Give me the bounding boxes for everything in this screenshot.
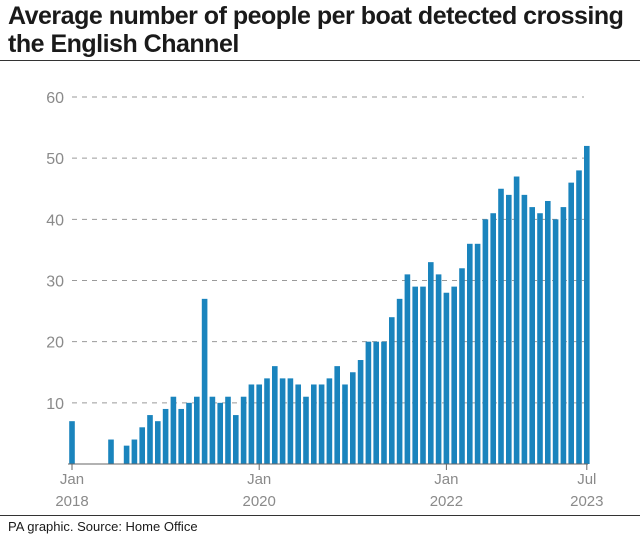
bar-may-2021 — [381, 341, 387, 464]
bar-mar-2023 — [552, 219, 559, 464]
bar-aug-2019 — [217, 402, 223, 464]
x-tick-label: Jan — [60, 471, 84, 488]
bar-jun-2018 — [108, 439, 114, 464]
bar-jun-2022 — [482, 219, 489, 464]
bar-mar-2020 — [272, 366, 278, 464]
bar-jan-2022 — [443, 292, 450, 464]
y-tick-label: 20 — [46, 335, 64, 352]
bar-nov-2021 — [428, 262, 434, 464]
bar-sep-2020 — [318, 384, 325, 464]
x-tick-label: 2022 — [430, 493, 463, 510]
footer-divider — [0, 515, 640, 516]
bar-aug-2020 — [311, 384, 317, 464]
bar-jul-2023 — [584, 145, 590, 464]
bar-apr-2022 — [467, 243, 473, 464]
bar-nov-2022 — [521, 194, 528, 464]
bar-jan-2023 — [537, 213, 543, 464]
bar-mar-2022 — [459, 268, 465, 464]
bar-sep-2018 — [131, 439, 138, 464]
chart-title: Average number of people per boat detect… — [8, 2, 624, 58]
bar-jul-2021 — [396, 298, 403, 464]
bar-oct-2021 — [420, 286, 426, 464]
x-tick-label: Jan — [434, 471, 458, 488]
bar-apr-2023 — [560, 207, 567, 464]
bar-chart: 10 20 30 40 50 60 Jan 2018 Jan 2020 Jan 2022 Jul 2023 — [46, 90, 603, 510]
bar-apr-2020 — [279, 378, 286, 464]
bar-feb-2020 — [264, 378, 270, 464]
bar-aug-2018 — [123, 445, 130, 464]
bar-dec-2018 — [155, 421, 161, 464]
bar-mar-2021 — [365, 341, 372, 464]
bar-nov-2020 — [334, 366, 340, 464]
bar-jun-2023 — [576, 170, 582, 464]
bar-may-2019 — [194, 396, 200, 464]
bar-dec-2021 — [435, 274, 442, 464]
bar-feb-2023 — [545, 200, 551, 465]
bar-jun-2019 — [201, 298, 208, 464]
bar-may-2022 — [474, 243, 481, 464]
bar-jul-2019 — [209, 396, 216, 464]
x-tick-label: Jul — [577, 471, 596, 488]
bar-may-2023 — [568, 182, 574, 464]
bar-sep-2021 — [412, 286, 418, 464]
bar-oct-2020 — [326, 378, 333, 464]
bar-jan-2018 — [69, 421, 75, 464]
y-tick-label: 60 — [46, 90, 64, 107]
bar-oct-2022 — [513, 176, 520, 464]
bar-jan-2021 — [350, 372, 356, 464]
bar-dec-2019 — [248, 384, 255, 464]
bar-jul-2022 — [490, 213, 496, 464]
bar-apr-2019 — [186, 402, 192, 464]
bar-jan-2020 — [256, 384, 262, 464]
bar-feb-2019 — [170, 396, 177, 464]
bar-sep-2022 — [506, 194, 512, 464]
bar-oct-2019 — [233, 415, 239, 464]
bar-may-2020 — [287, 378, 294, 464]
bar-dec-2020 — [342, 384, 348, 464]
source-note: PA graphic. Source: Home Office — [8, 519, 198, 534]
bar-mar-2019 — [178, 408, 184, 464]
bar-apr-2021 — [373, 341, 379, 464]
x-tick-label: 2018 — [55, 493, 88, 510]
bars — [69, 145, 590, 465]
x-tick-label: 2020 — [243, 493, 276, 510]
y-tick-label: 40 — [46, 212, 64, 229]
bar-oct-2018 — [139, 427, 145, 464]
bar-jul-2020 — [303, 396, 309, 464]
bar-feb-2021 — [357, 360, 364, 464]
bar-jan-2019 — [162, 408, 169, 464]
bar-nov-2018 — [147, 415, 153, 464]
y-tick-label: 10 — [46, 396, 64, 413]
bar-sep-2019 — [225, 396, 231, 464]
x-tick-label: Jan — [247, 471, 271, 488]
bar-jun-2021 — [389, 317, 395, 464]
bar-aug-2021 — [404, 274, 411, 464]
bar-nov-2019 — [240, 396, 247, 464]
title-divider — [0, 60, 640, 61]
y-tick-label: 50 — [46, 151, 64, 168]
bar-aug-2022 — [498, 188, 504, 464]
axis: 10 20 30 40 50 60 Jan 2018 Jan 2020 Jan 2022 Jul 2023 — [46, 90, 603, 510]
bar-feb-2022 — [451, 286, 457, 464]
bar-dec-2022 — [529, 207, 535, 464]
bar-jun-2020 — [295, 384, 301, 464]
x-tick-label: 2023 — [570, 493, 603, 510]
y-tick-label: 30 — [46, 274, 64, 291]
